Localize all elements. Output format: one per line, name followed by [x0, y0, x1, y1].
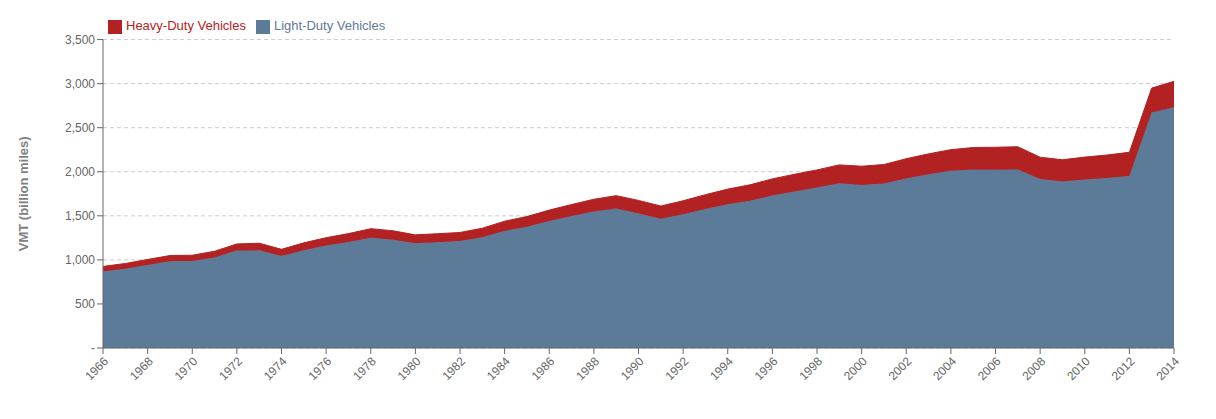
svg-text:500: 500 — [75, 297, 95, 311]
svg-text:1982: 1982 — [439, 354, 468, 383]
html-text:Heavy-Duty Vehicles: Heavy-Duty Vehicles — [126, 18, 246, 33]
svg-text:1972: 1972 — [216, 354, 245, 383]
svg-text:2000: 2000 — [841, 354, 870, 383]
svg-text:1,000: 1,000 — [65, 253, 95, 267]
svg-text:3,000: 3,000 — [65, 77, 95, 91]
svg-text:2008: 2008 — [1019, 354, 1048, 383]
svg-text:2014: 2014 — [1153, 354, 1182, 383]
svg-text:1978: 1978 — [350, 354, 379, 383]
svg-text:-: - — [91, 341, 95, 355]
svg-text:1990: 1990 — [618, 354, 647, 383]
svg-text:2,500: 2,500 — [65, 121, 95, 135]
svg-text:2004: 2004 — [930, 354, 959, 383]
svg-text:1992: 1992 — [662, 354, 691, 383]
svg-text:2002: 2002 — [886, 354, 915, 383]
svg-text:3,500: 3,500 — [65, 33, 95, 47]
svg-text:1974: 1974 — [261, 354, 290, 383]
svg-text:1970: 1970 — [172, 354, 201, 383]
svg-text:2006: 2006 — [975, 354, 1004, 383]
svg-text:1996: 1996 — [752, 354, 781, 383]
svg-text:2,000: 2,000 — [65, 165, 95, 179]
svg-text:2010: 2010 — [1064, 354, 1093, 383]
svg-text:1986: 1986 — [529, 354, 558, 383]
html-text:Light-Duty Vehicles: Light-Duty Vehicles — [274, 18, 386, 33]
svg-text:1980: 1980 — [395, 354, 424, 383]
svg-text:1966: 1966 — [82, 354, 111, 383]
svg-text:1998: 1998 — [796, 354, 825, 383]
svg-text:1994: 1994 — [707, 354, 736, 383]
svg-text:1968: 1968 — [127, 354, 156, 383]
svg-text:1988: 1988 — [573, 354, 602, 383]
svg-text:1984: 1984 — [484, 354, 513, 383]
svg-text:2012: 2012 — [1109, 354, 1138, 383]
svg-text:1976: 1976 — [305, 354, 334, 383]
svg-text:VMT (billion miles): VMT (billion miles) — [16, 136, 31, 251]
svg-text:1,500: 1,500 — [65, 209, 95, 223]
